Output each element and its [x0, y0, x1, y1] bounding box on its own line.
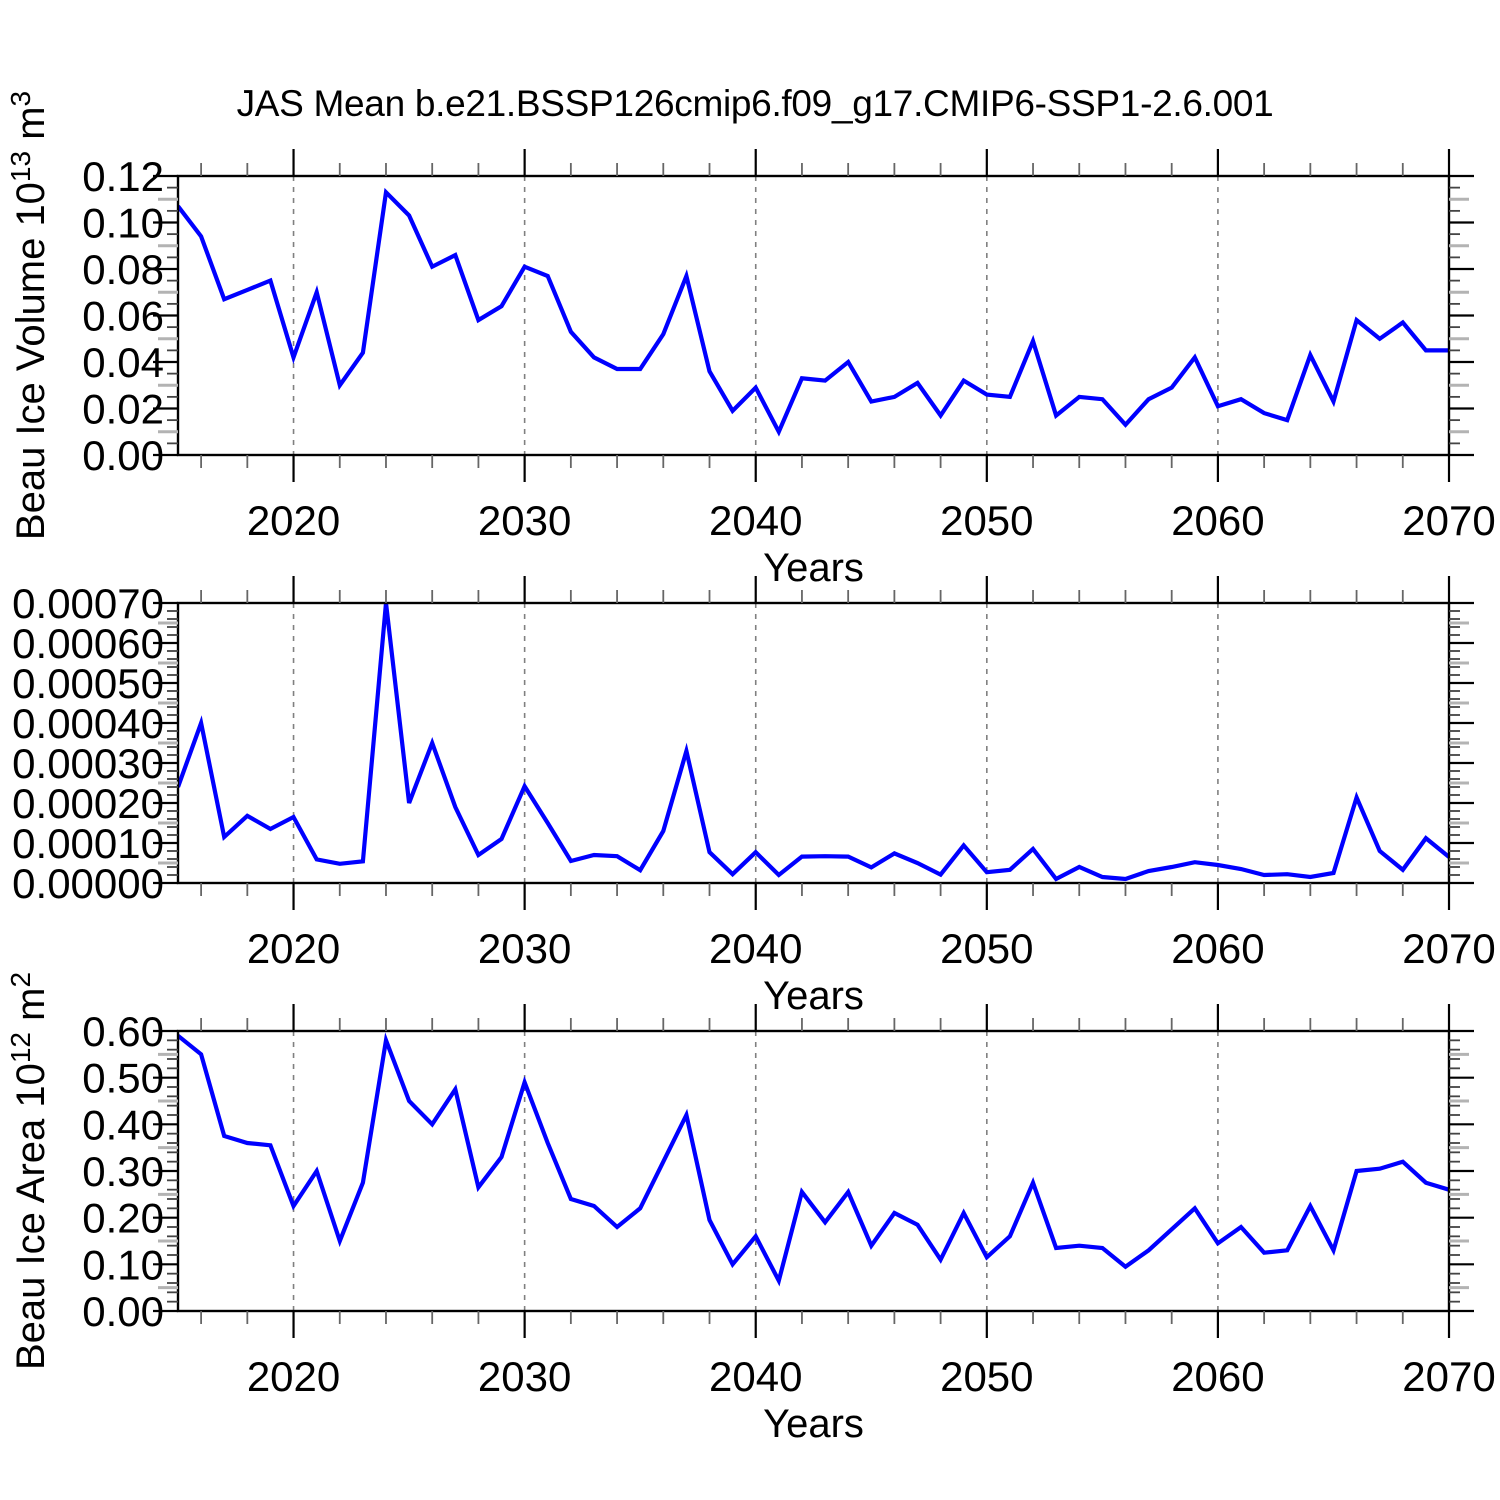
y-tick-label: 0.12 [82, 153, 164, 200]
data-series-line [178, 603, 1449, 882]
x-tick-label: 2030 [478, 497, 571, 544]
x-tick-label: 2050 [940, 925, 1033, 972]
x-tick-label: 2050 [940, 1353, 1033, 1400]
panel-2: 0.000000.000100.000200.000300.000400.000… [12, 576, 1496, 1018]
x-tick-label: 2040 [709, 1353, 802, 1400]
x-tick-label: 2060 [1171, 497, 1264, 544]
y-tick-label: 0.40 [82, 1101, 164, 1148]
y-tick-label: 0.04 [82, 339, 164, 386]
y-tick-label: 0.08 [82, 246, 164, 293]
x-tick-label: 2050 [940, 497, 1033, 544]
x-tick-label: 2020 [247, 925, 340, 972]
y-tick-label: 0.00010 [12, 820, 164, 867]
panel-1: 0.000.020.040.060.080.100.12 2020 2030 2040… [5, 91, 1496, 590]
panel-3: 0.000.100.200.300.400.500.60 2020 2030 2040… [5, 972, 1496, 1446]
chart-title: JAS Mean b.e21.BSSP126cmip6.f09_g17.CMIP… [237, 83, 1274, 124]
y-tick-label: 0.02 [82, 386, 164, 433]
y-tick-label: 0.10 [82, 200, 164, 247]
y-tick-label: 0.00 [82, 432, 164, 479]
y-tick-label: 0.00070 [12, 580, 164, 627]
x-tick-label: 2020 [247, 497, 340, 544]
x-tick-label: 2070 [1402, 925, 1495, 972]
y-tick-label: 0.00050 [12, 660, 164, 707]
x-tick-label: 2070 [1402, 497, 1495, 544]
data-series-line [178, 1032, 1449, 1287]
data-series-line [178, 187, 1449, 437]
y-tick-label: 0.00040 [12, 700, 164, 747]
x-tick-label: 2060 [1171, 925, 1264, 972]
y-tick-label: 0.00 [82, 1288, 164, 1335]
y-tick-label: 0.50 [82, 1055, 164, 1102]
y-axis-title: Beau Ice Area 1012 m2 [5, 972, 53, 1370]
panel-border [176, 1029, 1451, 1313]
y-tick-label: 0.10 [82, 1241, 164, 1288]
y-axis-title: Beau Ice Volume 1013 m3 [5, 91, 53, 540]
x-tick-label: 2030 [478, 925, 571, 972]
x-axis-title: Years [763, 974, 864, 1018]
y-tick-label: 0.00020 [12, 780, 164, 827]
x-tick-label: 2030 [478, 1353, 571, 1400]
y-tick-label: 0.00060 [12, 620, 164, 667]
x-tick-label: 2060 [1171, 1353, 1264, 1400]
y-tick-label: 0.00000 [12, 860, 164, 907]
y-tick-label: 0.06 [82, 293, 164, 340]
y-tick-label: 0.20 [82, 1195, 164, 1242]
panel-border [176, 601, 1451, 885]
y-tick-label: 0.30 [82, 1148, 164, 1195]
y-tick-label: 0.00030 [12, 740, 164, 787]
y-tick-label: 0.60 [82, 1008, 164, 1055]
x-tick-label: 2040 [709, 497, 802, 544]
x-axis-title: Years [763, 1402, 864, 1446]
x-tick-label: 2040 [709, 925, 802, 972]
x-tick-label: 2070 [1402, 1353, 1495, 1400]
x-axis-title: Years [763, 546, 864, 590]
x-tick-label: 2020 [247, 1353, 340, 1400]
